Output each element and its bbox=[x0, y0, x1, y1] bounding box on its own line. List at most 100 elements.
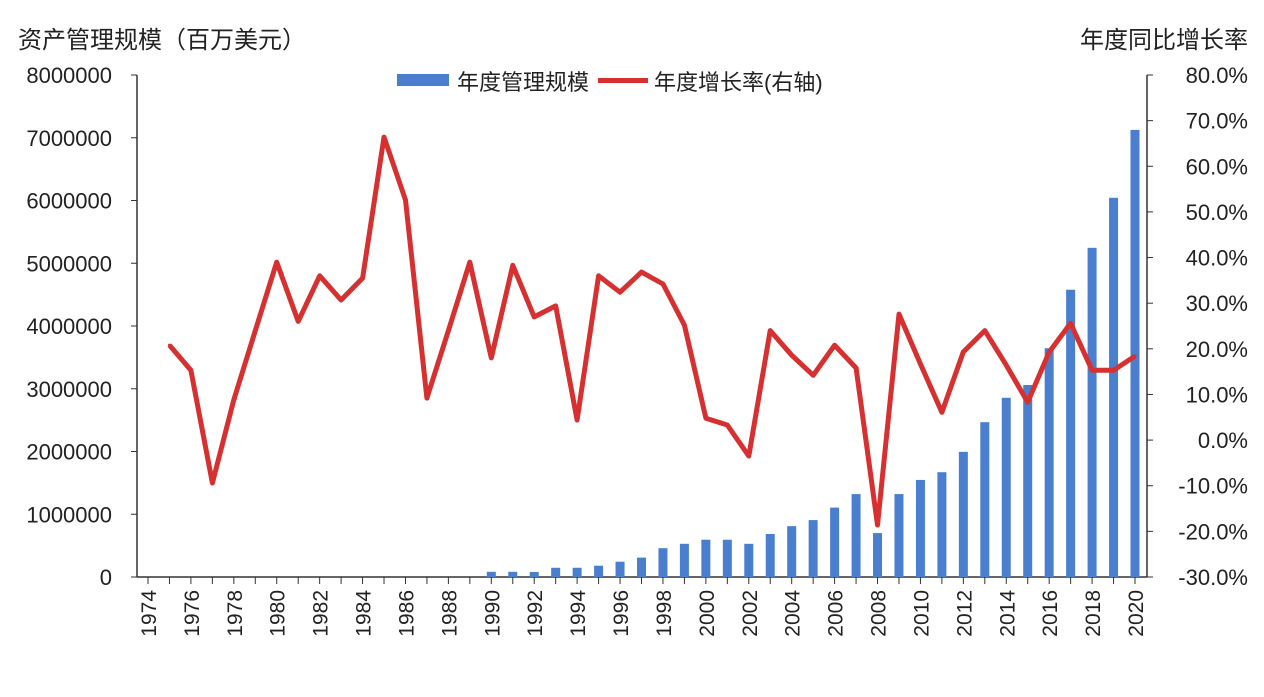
bar bbox=[1109, 197, 1119, 577]
left-tick-label: 1000000 bbox=[26, 502, 112, 527]
line-point bbox=[983, 329, 987, 333]
bar bbox=[830, 507, 840, 577]
bar bbox=[572, 567, 582, 577]
line-point bbox=[575, 418, 579, 422]
line-point bbox=[382, 135, 386, 139]
x-tick-label: 2018 bbox=[1082, 590, 1105, 637]
line-point bbox=[189, 368, 193, 372]
x-tick-label: 2008 bbox=[868, 590, 891, 637]
x-tick-label: 2006 bbox=[825, 590, 848, 637]
bar bbox=[1044, 348, 1054, 577]
x-tick-label: 1980 bbox=[267, 590, 290, 637]
bar bbox=[615, 561, 625, 577]
x-tick-label: 1978 bbox=[224, 590, 247, 637]
x-tick-label: 2020 bbox=[1125, 590, 1148, 637]
x-tick-label: 1976 bbox=[181, 590, 204, 637]
right-axis-title: 年度同比增长率 bbox=[1080, 27, 1248, 54]
line-point bbox=[511, 263, 515, 267]
legend: 年度管理规模 年度增长率(右轴) bbox=[397, 70, 823, 95]
growth-rate-line bbox=[167, 134, 1137, 528]
line-point bbox=[640, 270, 643, 274]
line-point bbox=[296, 319, 300, 323]
bar bbox=[701, 539, 711, 577]
line-point bbox=[1047, 350, 1051, 354]
x-tick-label: 1990 bbox=[481, 590, 504, 637]
x-tick-label: 2010 bbox=[910, 590, 933, 637]
bar bbox=[851, 494, 861, 577]
line-point bbox=[918, 362, 922, 366]
x-tick-label: 1996 bbox=[610, 590, 633, 637]
right-tick-label: 10.0% bbox=[1186, 382, 1248, 407]
right-tick-label: -30.0% bbox=[1178, 565, 1248, 590]
legend-label-bars: 年度管理规模 bbox=[457, 70, 589, 95]
line-point bbox=[232, 398, 236, 402]
line-point bbox=[468, 260, 472, 264]
left-tick-label: 4000000 bbox=[26, 314, 112, 339]
bar bbox=[744, 543, 754, 577]
bar bbox=[787, 526, 797, 577]
right-tick-label: 60.0% bbox=[1186, 154, 1248, 179]
bar bbox=[873, 533, 883, 577]
right-tick-label: 30.0% bbox=[1186, 291, 1248, 316]
bar bbox=[765, 534, 775, 577]
line-point bbox=[210, 481, 214, 485]
bar bbox=[1130, 129, 1140, 577]
right-tick-label: 50.0% bbox=[1186, 200, 1248, 225]
line-point bbox=[661, 282, 665, 286]
x-tick-label: 2000 bbox=[696, 590, 719, 637]
line-point bbox=[790, 353, 794, 357]
left-tick-label: 6000000 bbox=[26, 189, 112, 214]
right-tick-label: 0.0% bbox=[1198, 428, 1248, 453]
right-tick-label: -10.0% bbox=[1178, 474, 1248, 499]
line-point bbox=[253, 329, 257, 333]
line-point bbox=[167, 343, 171, 347]
bar bbox=[915, 479, 925, 577]
line-point bbox=[747, 454, 751, 458]
bar bbox=[529, 571, 539, 577]
right-tick-label: 20.0% bbox=[1186, 337, 1248, 362]
right-tick-label: 80.0% bbox=[1186, 63, 1248, 88]
x-tick-label: 1988 bbox=[438, 590, 461, 637]
bar bbox=[486, 571, 496, 577]
bar bbox=[679, 543, 689, 577]
bar bbox=[1066, 289, 1076, 577]
x-tick-label: 1974 bbox=[138, 590, 161, 637]
bar bbox=[1023, 384, 1033, 577]
line-point bbox=[940, 410, 944, 414]
left-tick-label: 5000000 bbox=[26, 251, 112, 276]
bar bbox=[1087, 247, 1097, 577]
line-point bbox=[361, 276, 365, 280]
legend-label-line: 年度增长率(右轴) bbox=[654, 70, 823, 95]
bar bbox=[637, 557, 646, 577]
bar bbox=[722, 539, 732, 577]
left-axis-title: 资产管理规模（百万美元） bbox=[18, 27, 306, 54]
line-point bbox=[554, 304, 558, 308]
x-tick-label: 2012 bbox=[953, 590, 976, 637]
line-point bbox=[403, 198, 407, 202]
bar bbox=[658, 548, 668, 577]
bar bbox=[894, 494, 904, 577]
legend-swatch-bars bbox=[397, 74, 449, 86]
line-point bbox=[704, 416, 708, 420]
x-tick-label: 1992 bbox=[524, 590, 547, 637]
line-point bbox=[318, 274, 322, 278]
line-point bbox=[768, 329, 772, 333]
right-tick-label: 70.0% bbox=[1186, 109, 1248, 134]
line-point bbox=[1090, 368, 1094, 372]
left-tick-label: 0 bbox=[100, 565, 112, 590]
line-point bbox=[1026, 400, 1030, 404]
line-point bbox=[1004, 363, 1008, 367]
bar bbox=[958, 451, 968, 577]
bar bbox=[1001, 397, 1011, 577]
line-point bbox=[1112, 368, 1116, 372]
x-tick-label: 1986 bbox=[395, 590, 418, 637]
right-tick-label: -20.0% bbox=[1178, 519, 1248, 544]
x-tick-label: 1984 bbox=[353, 590, 376, 637]
line-point bbox=[618, 290, 622, 294]
x-tick-label: 2014 bbox=[996, 590, 1019, 637]
x-tick-label: 1998 bbox=[653, 590, 676, 637]
left-tick-label: 7000000 bbox=[26, 126, 112, 151]
bar bbox=[508, 571, 518, 577]
line-point bbox=[811, 373, 815, 377]
